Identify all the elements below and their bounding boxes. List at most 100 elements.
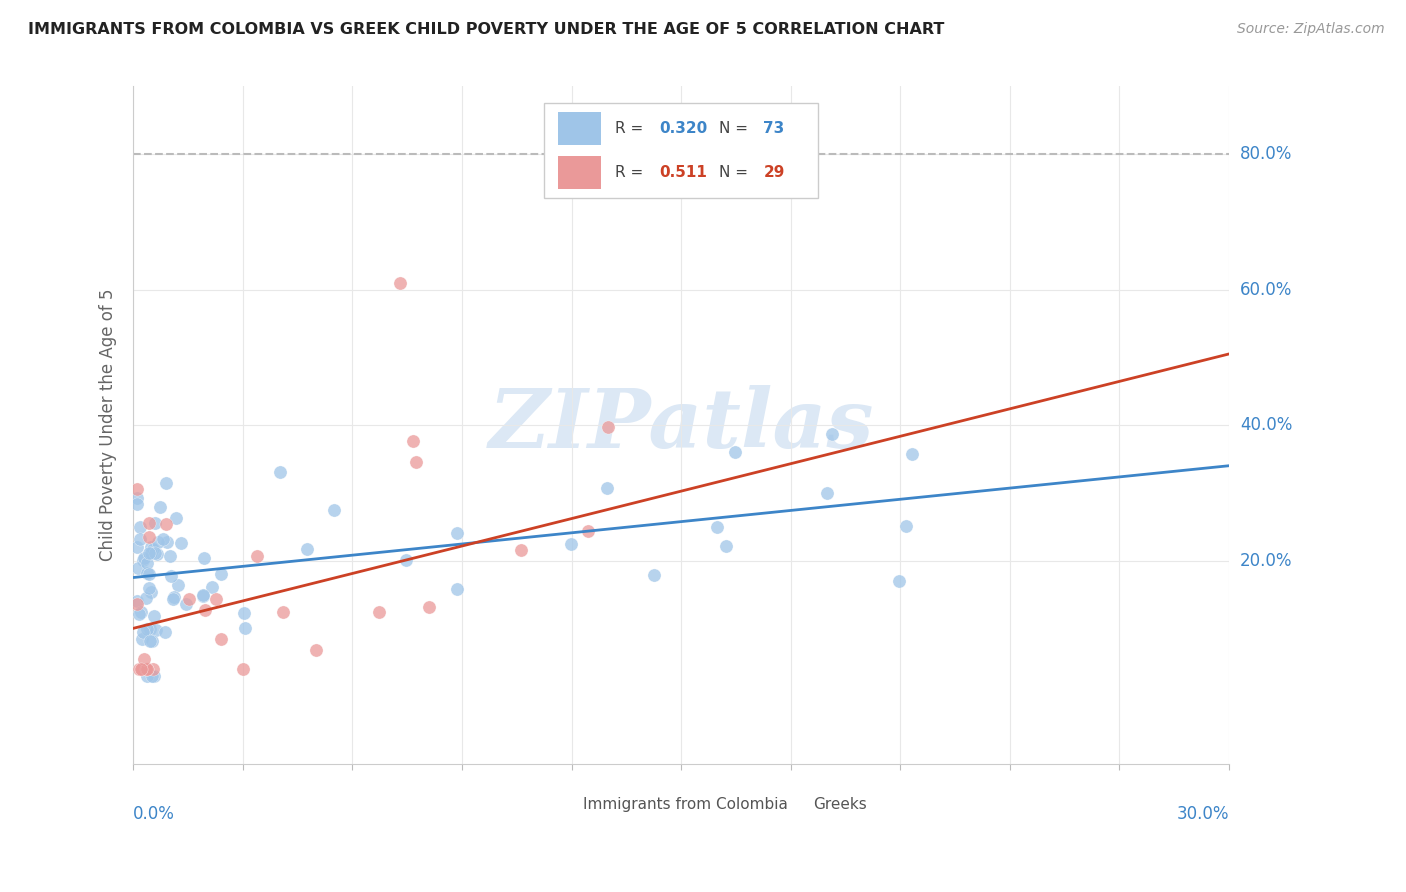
Point — [560, 537, 582, 551]
Point — [125, 491, 148, 505]
Point — [232, 606, 254, 620]
Text: N =: N = — [720, 165, 748, 180]
Point — [232, 662, 254, 676]
Point — [269, 465, 291, 479]
FancyBboxPatch shape — [558, 156, 602, 189]
Point — [322, 503, 344, 517]
Point — [209, 632, 232, 647]
Point — [200, 580, 222, 594]
Point — [155, 476, 177, 491]
Text: R =: R = — [616, 165, 644, 180]
Point — [125, 597, 148, 611]
Point — [139, 585, 162, 599]
Point — [177, 592, 200, 607]
Point — [576, 524, 599, 539]
Text: 60.0%: 60.0% — [1240, 281, 1292, 299]
Point — [138, 567, 160, 582]
Text: 0.511: 0.511 — [659, 165, 707, 180]
Y-axis label: Child Poverty Under the Age of 5: Child Poverty Under the Age of 5 — [100, 289, 117, 561]
Point — [233, 621, 256, 635]
FancyBboxPatch shape — [544, 103, 818, 198]
Point — [136, 622, 159, 636]
Point — [246, 549, 269, 564]
Text: 29: 29 — [763, 165, 785, 180]
Point — [152, 532, 174, 546]
Point — [131, 662, 153, 676]
Point — [135, 591, 157, 606]
Point — [125, 498, 148, 512]
Point — [194, 603, 217, 617]
Point — [142, 541, 165, 556]
Point — [139, 623, 162, 637]
Point — [166, 578, 188, 592]
Point — [159, 549, 181, 563]
Point — [135, 662, 157, 676]
Point — [136, 662, 159, 676]
Point — [131, 662, 153, 676]
FancyBboxPatch shape — [766, 793, 804, 816]
Point — [138, 516, 160, 530]
Point — [138, 582, 160, 596]
Point — [146, 535, 169, 549]
Text: 20.0%: 20.0% — [1240, 551, 1292, 570]
Point — [820, 426, 842, 441]
Text: 73: 73 — [763, 121, 785, 136]
Point — [295, 542, 318, 557]
Point — [162, 591, 184, 606]
Point — [155, 535, 177, 549]
Point — [128, 662, 150, 676]
Text: 0.320: 0.320 — [659, 121, 707, 136]
Point — [446, 582, 468, 596]
Point — [193, 551, 215, 566]
Point — [142, 609, 165, 624]
Point — [596, 481, 619, 495]
Point — [138, 546, 160, 560]
Point — [138, 530, 160, 544]
Point — [141, 546, 163, 560]
Point — [191, 588, 214, 602]
Point — [170, 536, 193, 550]
Point — [446, 526, 468, 541]
Point — [132, 625, 155, 640]
Text: N =: N = — [720, 121, 748, 136]
Point — [141, 669, 163, 683]
Point — [138, 633, 160, 648]
Point — [160, 568, 183, 582]
FancyBboxPatch shape — [558, 112, 602, 145]
Point — [271, 605, 294, 619]
Point — [129, 605, 152, 619]
Point — [714, 539, 737, 553]
Point — [125, 594, 148, 608]
Text: IMMIGRANTS FROM COLOMBIA VS GREEK CHILD POVERTY UNDER THE AGE OF 5 CORRELATION C: IMMIGRANTS FROM COLOMBIA VS GREEK CHILD … — [28, 22, 945, 37]
Point — [142, 669, 165, 683]
Point — [143, 516, 166, 530]
Point — [143, 545, 166, 559]
Text: Greeks: Greeks — [813, 797, 866, 812]
Point — [402, 434, 425, 449]
Point — [135, 556, 157, 570]
Point — [193, 590, 215, 604]
Point — [145, 547, 167, 561]
Point — [894, 518, 917, 533]
Point — [388, 276, 411, 290]
Point — [128, 607, 150, 621]
Text: Immigrants from Colombia: Immigrants from Colombia — [582, 797, 787, 812]
Point — [643, 567, 665, 582]
FancyBboxPatch shape — [537, 793, 574, 816]
Text: 80.0%: 80.0% — [1240, 145, 1292, 163]
Point — [125, 541, 148, 555]
Point — [131, 632, 153, 647]
Point — [509, 542, 531, 557]
Point — [142, 662, 165, 676]
Point — [153, 625, 176, 640]
Text: 30.0%: 30.0% — [1177, 805, 1229, 823]
Point — [136, 669, 159, 683]
Point — [887, 574, 910, 589]
Point — [368, 605, 391, 619]
Point — [135, 566, 157, 581]
Point — [129, 532, 152, 546]
Point — [305, 643, 328, 657]
Point — [129, 520, 152, 534]
Point — [405, 454, 427, 468]
Point — [418, 600, 440, 615]
